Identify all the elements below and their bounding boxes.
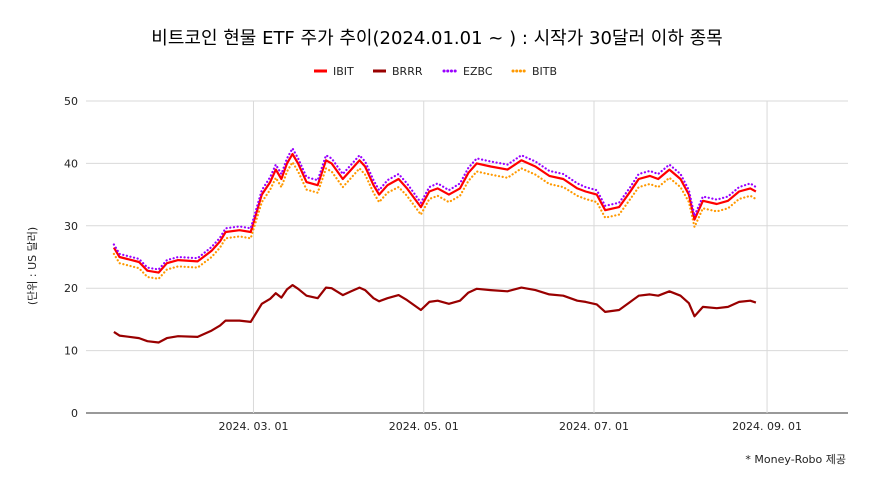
x-tick-label: 2024. 05. 01 [389,420,459,433]
x-tick-label: 2024. 07. 01 [559,420,629,433]
legend: IBIT BRRR EZBC BITB [314,65,557,78]
legend-label-bitb: BITB [532,65,557,78]
series-line-bitb [112,161,758,280]
y-tick-label: 10 [64,345,78,358]
legend-label-ezbc: EZBC [463,65,493,78]
y-axis-ticks: 0 10 20 30 40 50 [64,95,78,420]
x-tick-label: 2024. 03. 01 [218,420,288,433]
x-axis-ticks: 2024. 03. 01 2024. 05. 01 2024. 07. 01 2024… [218,420,802,433]
y-axis-label: (단위 : US 달러) [26,227,39,305]
y-tick-label: 40 [64,157,78,170]
y-tick-label: 0 [71,407,78,420]
series-line-brrr [113,284,757,344]
y-tick-label: 20 [64,282,78,295]
series-lines [112,147,758,344]
y-tick-label: 50 [64,95,78,108]
legend-label-brrr: BRRR [392,65,423,78]
series-line-ibit [112,152,757,274]
x-tick-label: 2024. 09. 01 [732,420,802,433]
grid [86,100,848,414]
legend-label-ibit: IBIT [333,65,354,78]
chart-title: 비트코인 현물 ETF 주가 추이(2024.01.01 ~ ) : 시작가 3… [151,28,722,49]
series-line-ezbc [112,147,758,271]
source-note: * Money-Robo 제공 [745,453,846,466]
y-tick-label: 30 [64,220,78,233]
